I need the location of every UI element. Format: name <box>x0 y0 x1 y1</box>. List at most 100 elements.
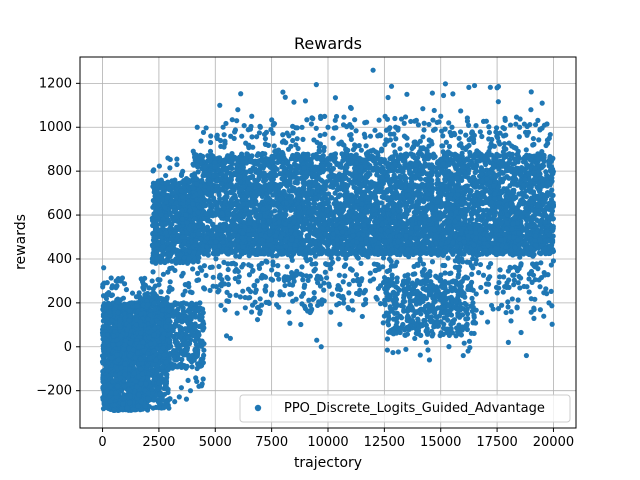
data-point <box>125 386 132 393</box>
scatter-points <box>99 67 557 414</box>
data-point <box>185 335 191 341</box>
data-point <box>101 353 108 359</box>
data-point <box>179 207 185 213</box>
data-point <box>329 250 335 256</box>
data-point <box>156 163 162 169</box>
data-point <box>184 260 191 266</box>
data-point <box>116 322 123 328</box>
data-point <box>200 310 206 316</box>
data-point <box>157 391 163 397</box>
data-point <box>186 323 192 330</box>
data-point <box>129 290 136 296</box>
data-point <box>176 394 182 400</box>
data-point <box>486 224 493 231</box>
data-point <box>166 289 172 295</box>
data-point <box>166 185 172 191</box>
data-point <box>180 168 186 175</box>
data-point <box>113 337 120 343</box>
data-point <box>173 200 179 206</box>
data-point <box>198 383 205 389</box>
data-point <box>185 193 191 199</box>
data-point <box>189 364 195 370</box>
data-point <box>516 230 522 236</box>
data-point <box>184 363 190 369</box>
data-point <box>114 352 120 358</box>
data-point <box>138 276 144 282</box>
data-point <box>152 376 158 382</box>
data-point <box>127 400 133 406</box>
data-point <box>108 355 115 361</box>
data-point <box>166 307 172 314</box>
data-point <box>139 296 145 303</box>
data-point <box>185 280 192 287</box>
data-point <box>151 300 157 306</box>
data-point <box>114 383 121 389</box>
data-point <box>159 312 165 318</box>
data-point <box>106 309 112 315</box>
data-point <box>106 347 112 353</box>
data-point <box>172 267 178 274</box>
data-point <box>101 347 108 354</box>
data-point <box>159 197 165 203</box>
data-point <box>100 384 106 390</box>
data-point <box>156 320 162 326</box>
data-point <box>191 357 197 363</box>
data-point <box>138 330 144 336</box>
data-point <box>167 344 173 350</box>
data-point <box>288 227 294 233</box>
data-point <box>182 288 188 294</box>
data-point <box>134 383 140 390</box>
data-point <box>174 247 180 253</box>
data-point <box>154 189 160 196</box>
data-point <box>136 344 142 350</box>
data-point <box>177 334 183 340</box>
data-point <box>133 294 140 300</box>
data-point <box>178 385 184 391</box>
data-point <box>158 296 164 302</box>
data-point <box>160 345 166 351</box>
data-point <box>135 403 141 409</box>
data-point <box>201 347 207 353</box>
data-point <box>145 396 151 402</box>
data-point <box>149 218 156 224</box>
data-point <box>174 259 180 265</box>
data-point <box>150 286 156 292</box>
data-point <box>179 216 185 222</box>
data-point <box>150 291 156 297</box>
data-point <box>115 309 121 316</box>
data-point <box>159 185 165 191</box>
data-point <box>138 356 144 362</box>
data-point <box>165 246 172 252</box>
data-point <box>189 289 195 296</box>
data-point <box>201 321 207 327</box>
data-point <box>170 333 176 340</box>
data-point <box>219 249 225 255</box>
chart-title: Rewards <box>294 34 362 53</box>
data-point <box>194 378 200 385</box>
data-point <box>165 269 171 275</box>
data-point <box>149 256 155 262</box>
data-point <box>308 250 314 256</box>
data-point <box>190 266 196 272</box>
data-point <box>171 180 177 186</box>
data-point <box>131 360 137 366</box>
data-point <box>162 380 168 386</box>
data-point <box>108 275 114 281</box>
data-point <box>186 356 192 362</box>
data-point <box>433 233 439 239</box>
data-point <box>169 302 175 308</box>
data-point <box>173 214 179 220</box>
data-point <box>158 255 165 261</box>
data-point <box>100 318 106 324</box>
data-point <box>167 396 173 402</box>
data-point <box>178 314 184 320</box>
data-point <box>122 361 128 367</box>
data-point <box>122 342 128 348</box>
data-point <box>177 252 184 258</box>
data-point <box>197 363 204 369</box>
data-point <box>158 289 164 295</box>
data-point <box>167 210 173 216</box>
data-point <box>187 310 193 316</box>
data-point <box>126 323 132 329</box>
